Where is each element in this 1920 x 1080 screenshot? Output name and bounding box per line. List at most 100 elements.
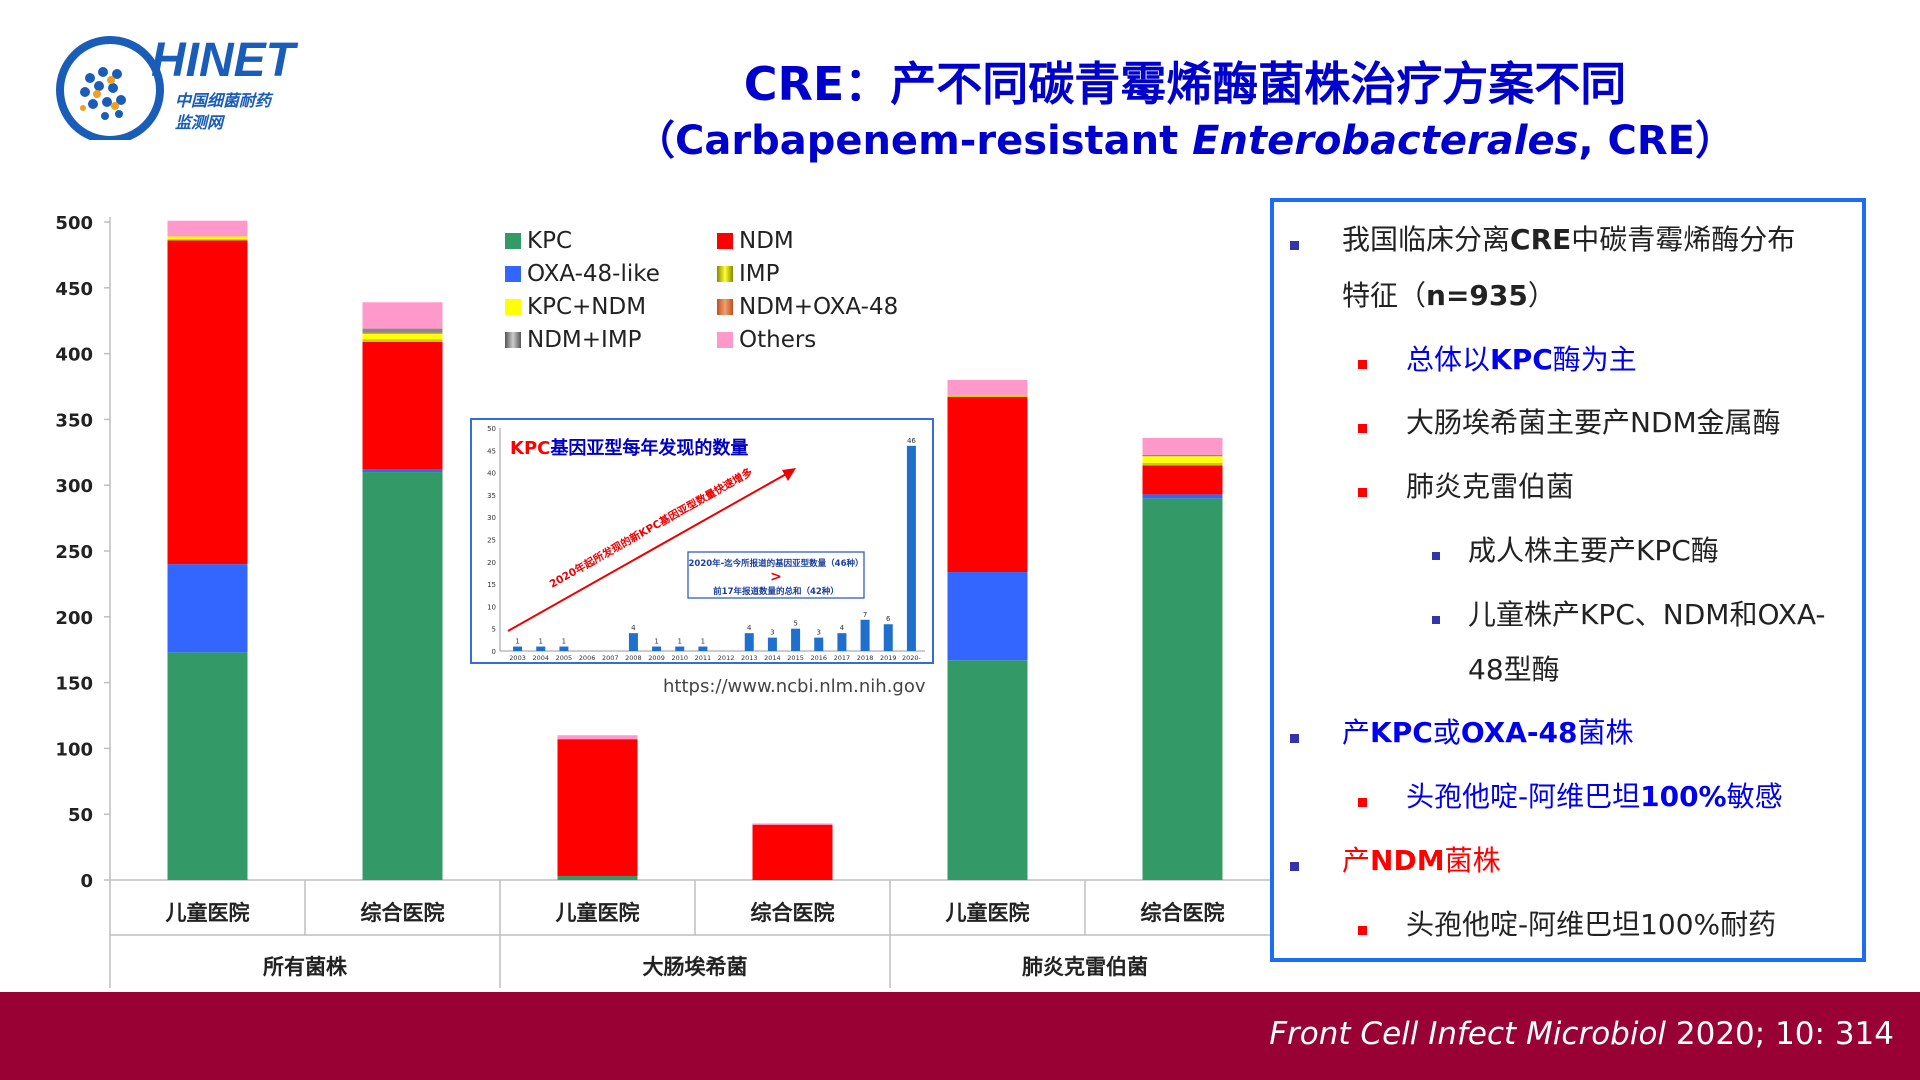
- inset-bar: [698, 646, 708, 651]
- y-tick-label: 150: [55, 674, 93, 695]
- inset-bar: [559, 646, 569, 651]
- legend-swatch: [717, 299, 733, 315]
- legend-swatch: [717, 233, 733, 249]
- summary-subsub-2: 儿童株产KPC、NDM和OXA-: [1468, 598, 1826, 631]
- inset-data-label: 1: [678, 638, 682, 646]
- summary-subsub-1: 成人株主要产KPC酶: [1468, 534, 1719, 567]
- bar-segment-others: [752, 823, 833, 825]
- inset-x-tick-label: 2008: [625, 654, 642, 662]
- inset-y-tick-label: 20: [487, 559, 496, 567]
- bar-segment-ndm: [947, 397, 1028, 573]
- legend-label: IMP: [739, 261, 780, 287]
- bar-segment-ndm: [167, 240, 248, 565]
- bar-segment-kpc: [167, 652, 248, 880]
- x-group-label: 肺炎克雷伯菌: [1022, 955, 1148, 979]
- inset-data-label: 4: [840, 624, 845, 632]
- legend-item: KPC+NDM: [505, 294, 646, 320]
- x-category-label: 综合医院: [1141, 901, 1225, 925]
- bar-segment-kpc: [947, 660, 1028, 880]
- inset-box-line2: 前17年报道数量的总和（42种）: [713, 586, 839, 597]
- legend-item: NDM+OXA-48: [717, 294, 898, 320]
- bar-segment-others: [167, 220, 248, 237]
- inset-title-kpc: KPC: [510, 438, 551, 459]
- bar-segment-ndm-imp: [1142, 454, 1223, 457]
- citation: Front Cell Infect Microbiol 2020; 10: 31…: [1269, 1016, 1894, 1052]
- inset-source-link[interactable]: https://www.ncbi.nlm.nih.gov: [663, 676, 926, 697]
- y-tick-label: 400: [55, 345, 93, 366]
- item2-bold-b: OXA-48: [1460, 716, 1578, 749]
- inset-data-label: 4: [747, 624, 752, 632]
- sub4-a: 头孢他啶-阿维巴坦: [1406, 780, 1641, 813]
- legend-swatch: [717, 332, 733, 348]
- bullet-square-icon: [1432, 552, 1440, 560]
- citation-ref: 2020; 10: 314: [1666, 1016, 1894, 1052]
- bar-segment-others: [947, 379, 1028, 396]
- bullet-square-icon: [1358, 488, 1367, 497]
- inset-data-label: 1: [539, 638, 543, 646]
- legend-swatch: [505, 299, 521, 315]
- summary-subsub-2-line2: 48型酶: [1468, 653, 1560, 686]
- logo-subtext-2: 监测网: [175, 113, 226, 132]
- inset-bar: [536, 646, 546, 651]
- sub1-b: 酶为主: [1552, 343, 1637, 376]
- bullet-square-icon: [1358, 424, 1367, 433]
- legend-swatch: [717, 266, 733, 282]
- inset-x-tick-label: 2017: [834, 654, 851, 662]
- inset-data-label: 1: [562, 638, 566, 646]
- inset-data-label: 1: [701, 638, 705, 646]
- bullet-square-icon: [1432, 616, 1440, 624]
- inset-data-label: 46: [907, 437, 916, 445]
- inset-data-label: 4: [631, 624, 636, 632]
- inset-y-tick-label: 0: [492, 648, 496, 656]
- inset-x-tick-label: 2004: [532, 654, 549, 662]
- inset-bar: [744, 633, 754, 651]
- bar-segment-oxa-48-like: [362, 469, 443, 473]
- inset-bar: [814, 637, 824, 651]
- bar-segment-kpc-ndm: [1142, 456, 1223, 463]
- inset-title-rest: 基因亚型每年发现的数量: [550, 438, 749, 459]
- inset-bar: [513, 646, 523, 651]
- inset-bar: [837, 633, 847, 651]
- summary-sub-2: 大肠埃希菌主要产NDM金属酶: [1406, 406, 1781, 439]
- inset-box-symbol: >: [770, 569, 782, 585]
- inset-bar: [628, 633, 638, 651]
- bar-segment-imp: [362, 339, 443, 342]
- bar-segment-kpc: [1142, 498, 1223, 880]
- item2-a: 产: [1342, 716, 1371, 749]
- y-tick-label: 50: [68, 805, 93, 826]
- y-tick-label: 250: [55, 542, 93, 563]
- legend-label: NDM: [739, 228, 794, 254]
- subtitle-prefix: （Carbapenem-resistant: [635, 118, 1193, 164]
- bullet-square-icon: [1290, 241, 1299, 250]
- bar-segment-oxa-48-like: [1142, 494, 1223, 499]
- x-category-label: 儿童医院: [556, 901, 640, 925]
- item3-a: 产: [1342, 844, 1371, 877]
- inset-y-tick-label: 30: [487, 514, 496, 522]
- inset-x-tick-label: 2012: [718, 654, 735, 662]
- summary-sub-1: 总体以KPC酶为主: [1406, 342, 1637, 378]
- inset-x-tick-label: 2018: [857, 654, 874, 662]
- inset-data-label: 6: [886, 615, 891, 623]
- inset-data-label: 3: [817, 629, 821, 637]
- sub4-b: 敏感: [1726, 780, 1783, 813]
- inset-bar: [906, 445, 916, 651]
- y-tick-label: 100: [55, 739, 93, 760]
- inset-trend-arrow: [507, 472, 789, 632]
- bullet-square-icon: [1290, 734, 1299, 743]
- inset-y-tick-label: 45: [487, 447, 496, 455]
- legend-item: Others: [717, 327, 816, 353]
- legend-swatch: [505, 332, 521, 348]
- item1-line2-bold: n=935: [1426, 279, 1528, 312]
- inset-x-tick-label: 2010: [671, 654, 688, 662]
- citation-journal: Front Cell Infect Microbiol: [1269, 1016, 1667, 1052]
- inset-bar: [860, 619, 870, 651]
- inset-x-tick-label: 2020-: [902, 654, 922, 662]
- legend-label: KPC: [527, 228, 573, 254]
- legend-item: OXA-48-like: [505, 261, 660, 287]
- summary-sub-3: 肺炎克雷伯菌: [1406, 470, 1575, 503]
- inset-x-tick-label: 2019: [880, 654, 897, 662]
- bar-segment-kpc-ndm: [167, 236, 248, 240]
- inset-y-tick-label: 15: [487, 581, 496, 589]
- inset-comparison-box: [687, 551, 865, 599]
